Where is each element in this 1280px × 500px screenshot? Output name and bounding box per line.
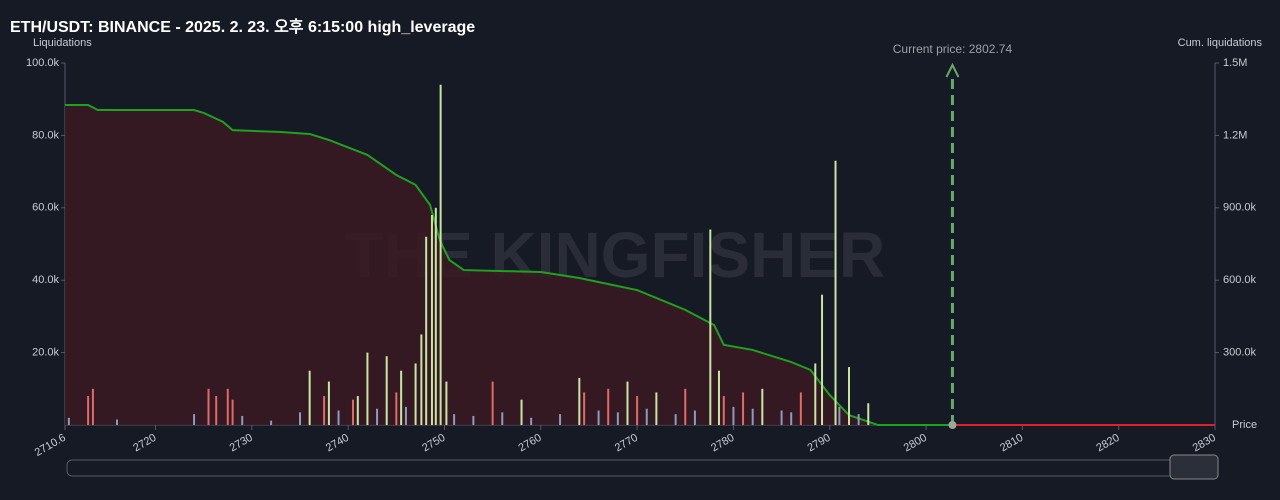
bar [597, 410, 600, 425]
current-price-dot [948, 421, 957, 429]
bar [583, 392, 586, 425]
bar [684, 388, 687, 425]
bar [67, 417, 70, 425]
y-tick-label: 100.0k [26, 57, 60, 69]
chart-title: ETH/USDT: BINANCE - 2025. 2. 23. 오후 6:15… [10, 17, 475, 36]
bar [366, 352, 369, 425]
bar [607, 388, 610, 425]
bar [87, 396, 90, 425]
bar [722, 396, 725, 425]
bar [420, 334, 423, 425]
y2-tick-label: 300.0k [1223, 347, 1257, 359]
bar [867, 403, 870, 425]
bar [626, 381, 629, 425]
bar [834, 160, 837, 426]
bar [655, 392, 658, 425]
bar [857, 414, 860, 425]
bar [356, 396, 359, 425]
bar [404, 406, 407, 425]
bar [709, 229, 712, 425]
bar [616, 412, 619, 425]
bar [445, 381, 448, 425]
cum-area [65, 104, 953, 425]
bar [414, 363, 417, 425]
bar [376, 408, 379, 425]
bar [337, 410, 340, 425]
bar [351, 399, 354, 425]
y2-tick-label: 900.0k [1223, 202, 1257, 214]
y2-tick-label: 600.0k [1223, 274, 1257, 286]
y-tick-label: 20.0k [32, 347, 59, 359]
bar [472, 415, 475, 425]
y-tick-label: 80.0k [32, 129, 59, 141]
bar [327, 381, 330, 425]
bar [395, 392, 398, 425]
bar [751, 408, 754, 425]
bar [530, 417, 533, 425]
bar [323, 396, 326, 425]
bar [636, 396, 639, 425]
bar [231, 399, 234, 425]
bar [717, 370, 720, 425]
bar [215, 396, 218, 425]
bar [645, 408, 648, 425]
bar [780, 410, 783, 425]
bar [578, 377, 581, 425]
y-tick-label: 40.0k [32, 274, 59, 286]
bar [430, 215, 433, 425]
bar [308, 370, 311, 425]
bar [693, 410, 696, 425]
y-tick-label: 60.0k [32, 202, 59, 214]
bar [814, 363, 817, 425]
bar [732, 406, 735, 425]
bar [439, 84, 442, 425]
bar [838, 406, 841, 425]
bar [491, 381, 494, 425]
y2-tick-label: 1.2M [1223, 129, 1247, 141]
bar [520, 399, 523, 425]
bar [299, 412, 302, 425]
bar [761, 388, 764, 425]
bar [848, 367, 851, 425]
bar [385, 356, 388, 425]
y2-tick-label: 1.5M [1223, 57, 1247, 69]
bar [501, 412, 504, 425]
bar [226, 388, 229, 425]
bar [241, 415, 244, 425]
current-price-arrow [945, 62, 960, 78]
bar [799, 392, 802, 425]
bar [207, 388, 210, 425]
scroll-handle[interactable] [1169, 454, 1219, 480]
bar [453, 414, 456, 425]
cum-line [65, 103, 953, 426]
y2-axis-label: Cum. liquidations [1178, 37, 1263, 49]
bar [790, 412, 793, 425]
bar [116, 419, 119, 425]
bar [559, 414, 562, 425]
bar [400, 370, 403, 425]
bar [91, 388, 94, 425]
y-axis-label: Liquidations [33, 37, 92, 49]
bar [821, 294, 824, 425]
current-price-label: Current price: 2802.74 [893, 42, 1013, 56]
bar [742, 392, 745, 425]
bar [270, 420, 273, 425]
bar [425, 236, 428, 425]
bar [193, 414, 196, 425]
scrollbar[interactable] [66, 459, 1218, 477]
bar [674, 414, 677, 425]
x-axis-label: Price [1232, 419, 1257, 431]
bar [434, 207, 437, 425]
